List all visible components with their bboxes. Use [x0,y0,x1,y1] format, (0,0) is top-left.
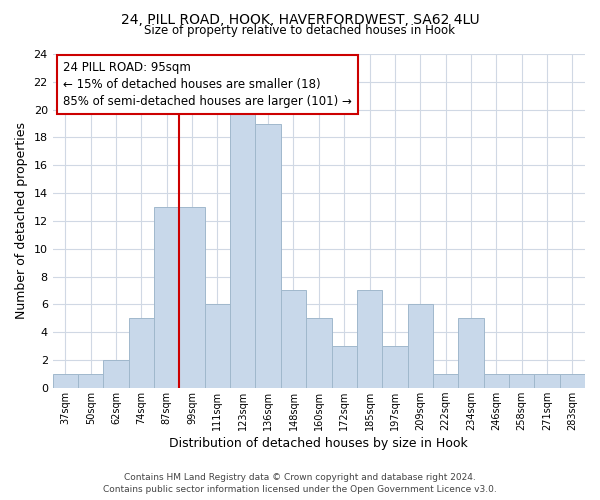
Bar [535,374,560,388]
Bar [256,124,281,388]
Bar [230,110,256,388]
Bar [433,374,458,388]
Bar [382,346,407,388]
Bar [205,304,230,388]
Text: Size of property relative to detached houses in Hook: Size of property relative to detached ho… [145,24,455,37]
Bar [407,304,433,388]
Bar [154,207,179,388]
Bar [281,290,306,388]
Text: 24 PILL ROAD: 95sqm
← 15% of detached houses are smaller (18)
85% of semi-detach: 24 PILL ROAD: 95sqm ← 15% of detached ho… [64,60,352,108]
Text: 24, PILL ROAD, HOOK, HAVERFORDWEST, SA62 4LU: 24, PILL ROAD, HOOK, HAVERFORDWEST, SA62… [121,12,479,26]
Bar [357,290,382,388]
Bar [53,374,78,388]
Bar [484,374,509,388]
Bar [458,318,484,388]
Bar [332,346,357,388]
Y-axis label: Number of detached properties: Number of detached properties [15,122,28,320]
Bar [103,360,129,388]
Bar [179,207,205,388]
Text: Contains HM Land Registry data © Crown copyright and database right 2024.
Contai: Contains HM Land Registry data © Crown c… [103,472,497,494]
Bar [129,318,154,388]
Bar [78,374,103,388]
Bar [560,374,585,388]
Bar [306,318,332,388]
X-axis label: Distribution of detached houses by size in Hook: Distribution of detached houses by size … [169,437,468,450]
Bar [509,374,535,388]
